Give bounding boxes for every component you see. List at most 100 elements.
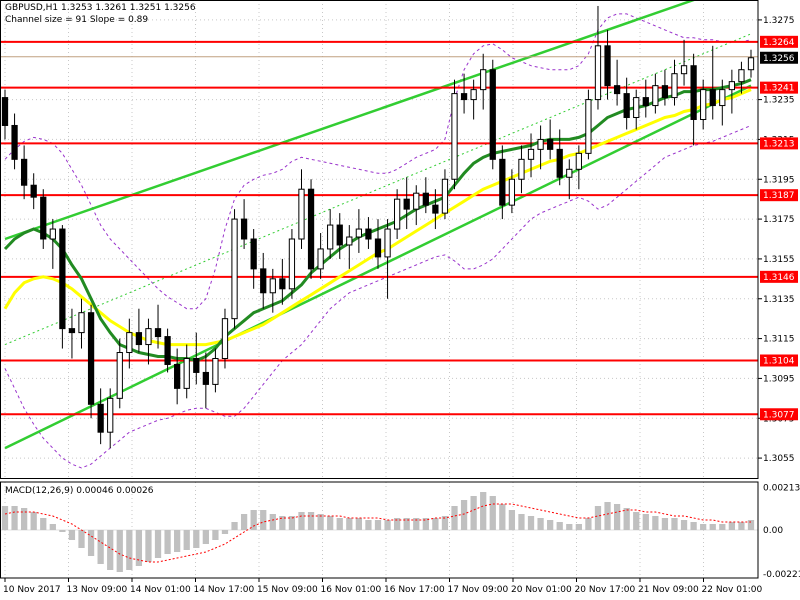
macd-bar-20 <box>193 530 200 548</box>
macd-bar-78 <box>747 520 755 530</box>
level-price-label-4: 1.3146 <box>763 273 795 283</box>
macd-bar-56 <box>537 518 544 530</box>
macd-bar-18 <box>174 530 181 552</box>
macd-bar-6 <box>59 530 66 532</box>
macd-bar-30 <box>288 516 296 530</box>
level-price-label-5: 1.3104 <box>763 356 795 366</box>
candle-body-7 <box>68 328 76 334</box>
macd-bar-76 <box>728 522 736 530</box>
macd-bar-65 <box>623 508 630 530</box>
macd-bar-35 <box>336 518 343 530</box>
candle-body-74 <box>709 89 716 107</box>
candle-body-30 <box>288 238 296 290</box>
candle-body-11 <box>107 397 114 433</box>
candle-body-65 <box>623 93 630 119</box>
candle-body-2 <box>20 158 28 186</box>
candle-body-54 <box>518 158 525 180</box>
macd-bar-28 <box>269 514 276 530</box>
macd-tick-label-1: 0.00 <box>763 526 783 536</box>
level-price-tag-4 <box>760 270 798 283</box>
time-tick-label-7: 17 Nov 09:00 <box>448 585 509 595</box>
candle-body-72 <box>690 65 697 120</box>
macd-bar-63 <box>604 502 611 530</box>
macd-bar-59 <box>566 524 573 530</box>
macd-bar-10 <box>97 530 104 564</box>
level-price-tag-6 <box>760 408 798 421</box>
macd-bar-23 <box>221 530 229 534</box>
level-price-tag-3 <box>760 189 798 202</box>
macd-signal-line <box>4 503 751 563</box>
macd-bar-14 <box>135 530 143 566</box>
candle-body-45 <box>432 204 439 214</box>
level-price-tag-0 <box>760 35 798 48</box>
macd-bar-38 <box>365 520 372 530</box>
main-panel-border <box>0 0 759 479</box>
candle-body-3 <box>30 184 37 198</box>
macd-bar-77 <box>738 522 745 530</box>
macd-bar-73 <box>700 524 707 530</box>
candle-body-70 <box>671 73 678 99</box>
macd-bar-37 <box>355 518 363 530</box>
price-axis: 1.32751.32351.32151.31951.31751.31551.31… <box>758 16 800 580</box>
candle-body-1 <box>11 124 18 160</box>
price-tick-label-7: 1.3115 <box>763 335 795 345</box>
macd-bar-1 <box>11 506 18 530</box>
candle-body-20 <box>193 358 200 373</box>
candle-body-26 <box>250 238 257 270</box>
candle-body-76 <box>728 81 736 91</box>
candle-body-25 <box>240 218 248 240</box>
price-tick-label-1: 1.3235 <box>763 96 795 106</box>
price-tick-label-4: 1.3175 <box>763 215 795 225</box>
current-price-tag <box>760 51 798 64</box>
macd-bar-48 <box>460 500 468 530</box>
candle-body-44 <box>422 192 429 206</box>
time-tick-label-6: 16 Nov 17:00 <box>384 585 445 595</box>
candle-body-19 <box>183 358 190 389</box>
macd-bar-67 <box>642 514 649 530</box>
candle-body-15 <box>145 328 152 346</box>
candle-body-56 <box>537 138 544 150</box>
level-price-label-1: 1.3241 <box>763 84 795 94</box>
candle-body-42 <box>403 198 410 210</box>
candle-body-53 <box>508 178 516 206</box>
candle-body-12 <box>116 352 123 399</box>
candle-body-46 <box>441 178 449 214</box>
candle-body-63 <box>604 45 611 87</box>
macd-bar-4 <box>40 518 47 530</box>
macd-bar-69 <box>661 518 669 530</box>
macd-bar-13 <box>126 530 133 570</box>
price-tick-label-8: 1.3095 <box>763 374 795 384</box>
macd-bar-61 <box>585 518 592 530</box>
macd-bar-74 <box>709 524 716 530</box>
macd-bar-7 <box>68 530 76 540</box>
candle-body-48 <box>460 93 468 101</box>
candle-body-27 <box>260 268 267 294</box>
level-price-tag-5 <box>760 354 798 367</box>
macd-bar-47 <box>451 506 458 530</box>
bollinger-bands <box>4 13 752 469</box>
candle-body-8 <box>78 312 85 334</box>
macd-bar-62 <box>594 506 602 530</box>
macd-bar-41 <box>393 518 401 530</box>
candle-body-71 <box>680 65 688 75</box>
macd-bar-54 <box>518 514 525 530</box>
candle-body-62 <box>594 45 602 101</box>
macd-bar-25 <box>240 514 248 530</box>
macd-bar-58 <box>556 522 563 530</box>
macd-bar-43 <box>413 518 420 530</box>
candle-body-50 <box>480 69 487 91</box>
candle-body-38 <box>365 228 372 240</box>
macd-bar-72 <box>690 522 697 530</box>
macd-bar-9 <box>87 530 95 556</box>
macd-label: MACD(12,26,9) 0.00046 0.00026 <box>5 486 154 496</box>
macd-bar-60 <box>575 524 582 530</box>
candle-body-37 <box>355 228 363 238</box>
macd-bar-49 <box>470 496 477 530</box>
candle-body-33 <box>317 248 324 270</box>
candle-body-66 <box>633 97 640 119</box>
candle-body-28 <box>269 278 276 294</box>
time-tick-label-0: 10 Nov 2017 <box>3 585 61 595</box>
candle-body-60 <box>575 152 582 170</box>
candle-body-49 <box>470 89 477 101</box>
